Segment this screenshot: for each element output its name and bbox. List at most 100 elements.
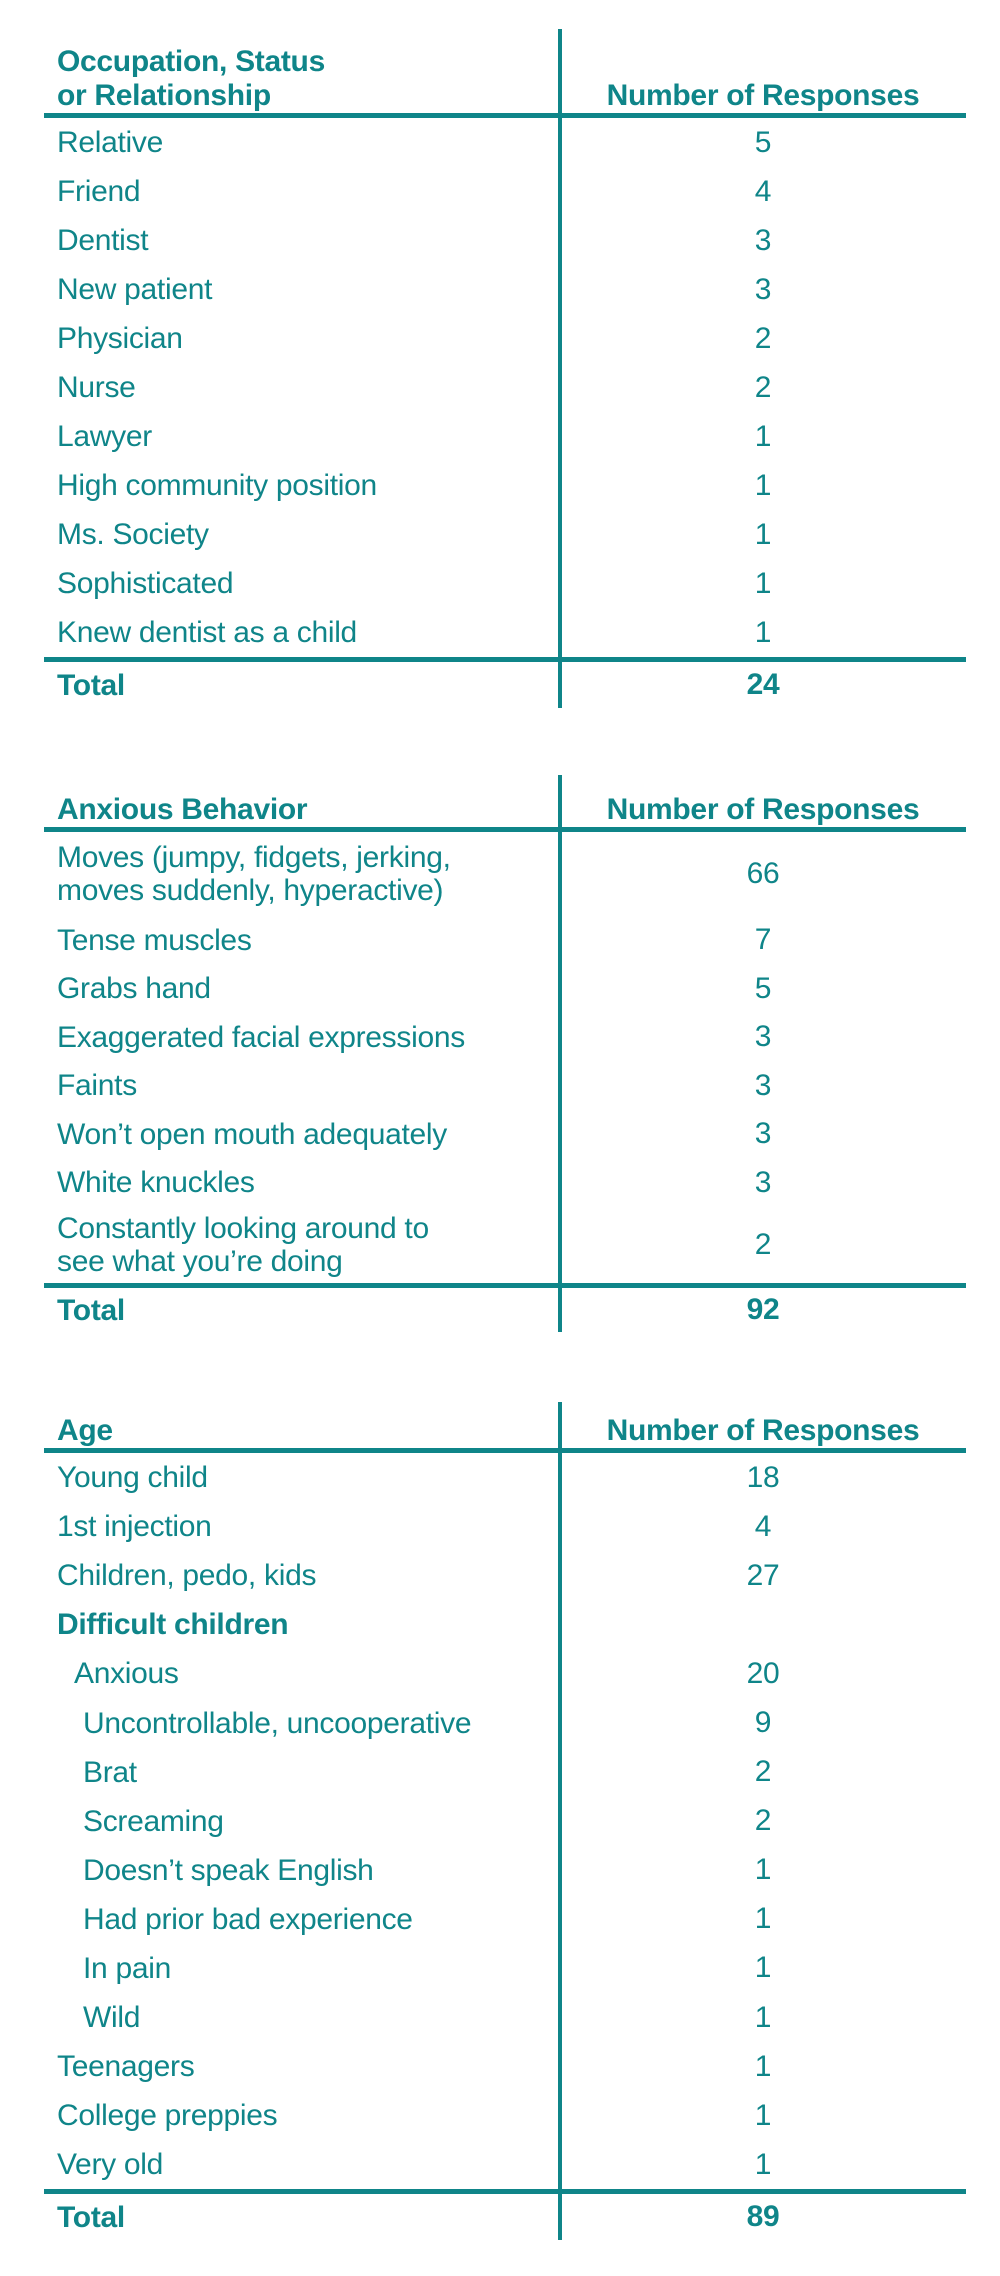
row-value: 2	[754, 1804, 772, 1838]
row-value: 5	[754, 125, 772, 159]
row-label: Wild	[83, 2001, 141, 2035]
table-row: Nurse 2	[44, 363, 966, 412]
row-label: Uncontrollable, uncooperative	[83, 1706, 472, 1740]
table-row: Lawyer 1	[44, 412, 966, 461]
total-row: Total 89	[44, 2194, 966, 2240]
table-row: Wild 1	[44, 1993, 966, 2042]
table-row: College preppies 1	[44, 2091, 966, 2140]
total-value: 89	[746, 2200, 780, 2234]
row-label: Sophisticated	[57, 567, 234, 600]
column-header-category: Anxious Behavior	[57, 793, 308, 826]
row-label: In pain	[83, 1951, 171, 1985]
row-label: Constantly looking around to see what yo…	[57, 1212, 429, 1278]
row-value: 1	[754, 468, 772, 502]
row-value: 1	[754, 1951, 772, 1985]
row-value: 3	[754, 223, 772, 257]
header-rule	[44, 827, 966, 832]
table-row: Knew dentist as a child 1	[44, 608, 966, 657]
row-value: 66	[746, 857, 780, 890]
row-label: Relative	[57, 126, 163, 159]
total-row: Total 24	[44, 662, 966, 708]
table-row: In pain 1	[44, 1944, 966, 1993]
row-label: Nurse	[57, 371, 136, 404]
row-label: Doesn’t speak English	[83, 1853, 374, 1887]
total-rule	[44, 1283, 966, 1288]
row-value: 2	[754, 321, 772, 355]
table-row: White knuckles 3	[44, 1159, 966, 1208]
table-row: Moves (jumpy, fidgets, jerking, moves su…	[44, 832, 966, 916]
row-value: 1	[754, 2049, 772, 2083]
table-row: Dentist 3	[44, 216, 966, 265]
table-row: Screaming 2	[44, 1797, 966, 1846]
row-value: 1	[754, 2147, 772, 2181]
row-label: Physician	[57, 322, 183, 355]
row-label: High community position	[57, 469, 377, 502]
table-row: Young child 18	[44, 1453, 966, 1502]
row-label: Friend	[57, 175, 141, 208]
total-value: 24	[746, 668, 780, 701]
table-row: High community position 1	[44, 461, 966, 510]
row-label: Lawyer	[57, 420, 152, 453]
row-label: Moves (jumpy, fidgets, jerking, moves su…	[57, 841, 451, 907]
column-header-category: Age	[57, 1414, 113, 1447]
table-row: Constantly looking around to see what yo…	[44, 1207, 966, 1283]
row-label: 1st injection	[57, 1510, 212, 1544]
row-value: 3	[754, 1020, 772, 1054]
table-row: Teenagers 1	[44, 2042, 966, 2091]
column-header-category: Occupation, Status or Relationship	[57, 45, 325, 112]
row-value: 2	[754, 370, 772, 404]
table-row: Relative 5	[44, 118, 966, 167]
row-value: 2	[754, 1755, 772, 1789]
row-label: New patient	[57, 273, 213, 306]
row-label: Teenagers	[57, 2050, 195, 2084]
total-label: Total	[57, 2200, 125, 2234]
row-value: 3	[754, 272, 772, 306]
total-row: Total 92	[44, 1288, 966, 1332]
table-row: Sophisticated 1	[44, 559, 966, 608]
row-value: 1	[754, 2000, 772, 2034]
row-label: Brat	[83, 1755, 137, 1789]
row-value: 7	[754, 923, 772, 957]
row-label: Dentist	[57, 224, 149, 257]
table-row: Ms. Society 1	[44, 510, 966, 559]
table-row: Faints 3	[44, 1062, 966, 1111]
row-value: 3	[754, 1068, 772, 1102]
total-rule	[44, 2189, 966, 2195]
row-label: Tense muscles	[57, 923, 252, 957]
table-row: Exaggerated facial expressions 3	[44, 1013, 966, 1062]
row-value: 1	[754, 566, 772, 600]
row-label: Screaming	[83, 1804, 224, 1838]
row-label: Exaggerated facial expressions	[57, 1020, 465, 1054]
table-row: Physician 2	[44, 314, 966, 363]
table-header: Occupation, Status or Relationship Numbe…	[44, 29, 966, 113]
row-value: 4	[754, 174, 772, 208]
row-value: 3	[754, 1165, 772, 1199]
table-row: Very old 1	[44, 2140, 966, 2189]
row-label: Difficult children	[57, 1608, 289, 1642]
row-value: 1	[754, 1902, 772, 1936]
column-header-responses: Number of Responses	[606, 79, 920, 112]
row-value: 4	[754, 1509, 772, 1543]
table-row: Doesn’t speak English 1	[44, 1846, 966, 1895]
total-label: Total	[57, 668, 125, 702]
row-value: 3	[754, 1117, 772, 1151]
table-row-group-heading: Difficult children	[44, 1600, 966, 1649]
header-rule	[44, 1448, 966, 1453]
row-label: White knuckles	[57, 1166, 255, 1200]
table-row: Had prior bad experience 1	[44, 1895, 966, 1944]
column-divider	[558, 1402, 562, 2240]
table-row: Grabs hand 5	[44, 965, 966, 1014]
row-label: Young child	[57, 1461, 208, 1495]
header-rule	[44, 113, 966, 118]
total-rule	[44, 657, 966, 662]
table-row: Children, pedo, kids 27	[44, 1551, 966, 1600]
table-row: Uncontrollable, uncooperative 9	[44, 1698, 966, 1747]
row-label: Had prior bad experience	[83, 1902, 413, 1936]
row-value: 1	[754, 419, 772, 453]
row-label: Ms. Society	[57, 518, 209, 551]
row-value: 5	[754, 971, 772, 1005]
table-row: Brat 2	[44, 1748, 966, 1797]
table-row: 1st injection 4	[44, 1502, 966, 1551]
table-row: Tense muscles 7	[44, 916, 966, 965]
